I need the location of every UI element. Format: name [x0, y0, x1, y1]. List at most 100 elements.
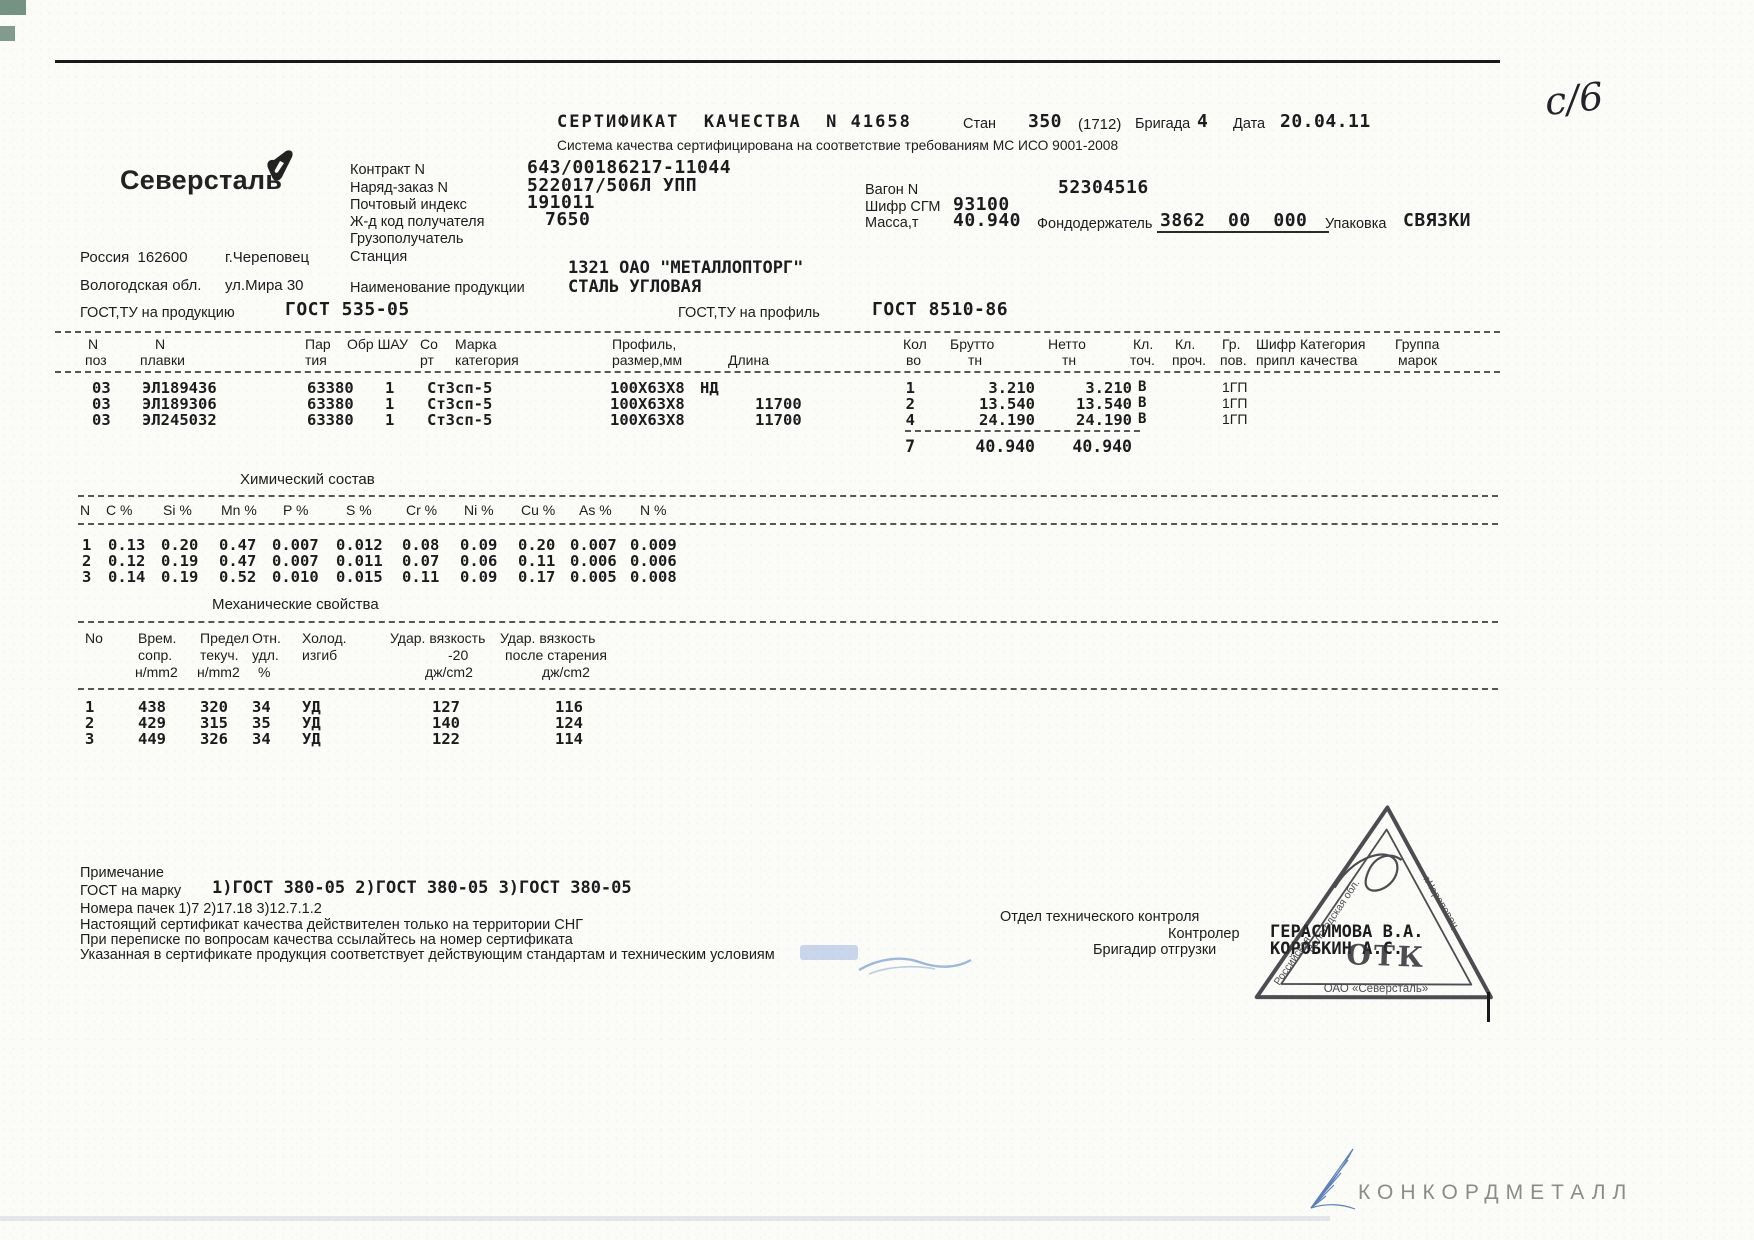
mech-h6-l2: после старения	[505, 647, 607, 663]
mech-h2-l2: текуч.	[200, 647, 239, 663]
col-grade-1: Марка	[455, 336, 497, 352]
top-rule	[55, 60, 1500, 63]
mech-h2-l3: н/mm2	[197, 664, 240, 680]
addr-country: Россия 162600	[80, 249, 188, 266]
col-sort-2: рт	[420, 352, 434, 368]
mech-r1-6: 124	[555, 714, 583, 732]
tbl-r0-sort: 1	[385, 379, 395, 397]
tbl-r0-length: НД	[700, 379, 719, 397]
chem-h-6: Cr %	[406, 502, 438, 518]
tbl-r0-net: 3.210	[1085, 379, 1132, 397]
chem-r1-0: 2	[82, 552, 92, 570]
mech-r1-0: 2	[85, 714, 95, 732]
konkord-sail-icon	[1310, 1148, 1356, 1210]
col-grade-2: категория	[455, 352, 519, 368]
mech-h2-l1: Предел	[200, 630, 249, 646]
col-pos-1: N	[88, 336, 99, 352]
tbl-r2-heat: ЭЛ245032	[142, 411, 217, 429]
tbl-r0-acc: В	[1138, 379, 1147, 395]
mech-r1-1: 429	[138, 714, 166, 732]
chem-r0-3: 0.47	[219, 536, 257, 554]
tbl-r2-profile: 100X63X8	[610, 411, 685, 429]
chem-r1-10: 0.006	[630, 552, 677, 570]
mech-h5-l3: дж/cm2	[425, 664, 473, 680]
chem-r0-5: 0.012	[336, 536, 383, 554]
sig-foreman-name: КОРОБКИН А.С.	[1270, 939, 1404, 959]
tbl-r2-qty: 4	[905, 411, 915, 429]
col-heat-1: N	[155, 336, 166, 352]
mech-h1-l2: сопр.	[138, 647, 173, 663]
pen-smudge	[800, 945, 858, 960]
addr-city: г.Череповец	[225, 249, 310, 266]
col-qty-2: во	[906, 352, 922, 368]
chem-h-9: As %	[579, 502, 612, 518]
mech-r1-3: 35	[252, 714, 271, 732]
chem-h-10: N %	[640, 502, 667, 518]
mech-r2-1: 449	[138, 730, 166, 748]
chem-r1-4: 0.007	[272, 552, 319, 570]
rule-chem-header	[78, 523, 1498, 525]
tbl-r0-grade: Ст3сп-5	[427, 379, 493, 397]
chem-r1-9: 0.006	[570, 552, 617, 570]
col-profile-2: размер,мм	[612, 352, 683, 368]
packing-label: Упаковка	[1325, 216, 1387, 232]
quality-system-subtitle: Система качества сертифицирована на соот…	[557, 138, 1119, 153]
konkord-logo-text: КОНКОРДМЕТАЛЛ	[1358, 1181, 1634, 1204]
tbl-r0-surf: 1ГП	[1222, 379, 1248, 395]
chem-r0-4: 0.007	[272, 536, 319, 554]
mech-r2-5: 122	[432, 730, 460, 748]
severstal-logo-icon	[267, 150, 293, 181]
rule-mech-top	[78, 621, 1498, 623]
col-shifr-1: Шифр	[1256, 336, 1296, 352]
brigade-value: 4	[1197, 111, 1209, 132]
scan-mark-green-2	[0, 26, 15, 41]
chem-r1-1: 0.12	[108, 552, 146, 570]
tbl-r0-pos: 03	[92, 379, 111, 397]
chem-r2-5: 0.015	[336, 568, 383, 586]
chem-r0-7: 0.09	[460, 536, 498, 554]
chem-r0-9: 0.007	[570, 536, 617, 554]
date-label: Дата	[1233, 116, 1266, 132]
tbl-r2-batch: 63380	[307, 411, 354, 429]
col-batch-1: Пар	[305, 336, 331, 352]
col-gross-2: тн	[968, 352, 983, 368]
mech-h6-l1: Удар. вязкость	[500, 630, 596, 646]
chem-r1-3: 0.47	[219, 552, 257, 570]
wagon-label: Вагон N	[865, 182, 919, 198]
addr-region: Вологодская обл.	[80, 277, 202, 294]
mech-r0-2: 320	[200, 698, 228, 716]
tbl-r1-heat: ЭЛ189306	[142, 395, 217, 413]
chem-r1-6: 0.07	[402, 552, 440, 570]
chem-h-1: C %	[106, 502, 133, 518]
date-value: 20.04.11	[1280, 111, 1371, 132]
mech-h5-l2: -20	[448, 647, 469, 663]
tbl-r1-gross: 13.540	[979, 395, 1035, 413]
sig-controller-label: Контролер	[1168, 926, 1240, 942]
order-value: 522017/506Л УПП	[527, 175, 698, 196]
stan-label: Стан	[963, 116, 997, 132]
rule-table-top	[55, 331, 1500, 333]
chem-h-2: Si %	[163, 502, 192, 518]
notes-line3: Указанная в сертификате продукция соотве…	[80, 947, 775, 963]
chem-r2-2: 0.19	[161, 568, 199, 586]
mech-h5-l1: Удар. вязкость	[390, 630, 486, 646]
col-net-1: Нетто	[1048, 336, 1086, 352]
tbl-r1-profile: 100X63X8	[610, 395, 685, 413]
col-cat-1: Категория	[1300, 336, 1366, 352]
scan-mark-green-1	[0, 0, 26, 15]
notes-gost-value: 1)ГОСТ 380-05 2)ГОСТ 380-05 3)ГОСТ 380-0…	[212, 878, 632, 898]
tbl-r2-length: 11700	[755, 411, 802, 429]
packing-value: СВЯЗКИ	[1403, 210, 1472, 231]
sig-foreman-label: Бригадир отгрузки	[1093, 942, 1217, 958]
chem-r2-9: 0.005	[570, 568, 617, 586]
tbl-r2-surf: 1ГП	[1222, 411, 1248, 427]
col-acc-2: точ.	[1130, 352, 1155, 368]
chem-r2-1: 0.14	[108, 568, 146, 586]
chem-r0-2: 0.20	[161, 536, 199, 554]
handwritten-mark: с/6	[1542, 74, 1606, 124]
mech-h6-l3: дж/cm2	[542, 664, 590, 680]
stan-value: 350	[1028, 111, 1063, 132]
order-label: Наряд-заказ N	[350, 180, 449, 196]
chem-h-7: Ni %	[464, 502, 494, 518]
